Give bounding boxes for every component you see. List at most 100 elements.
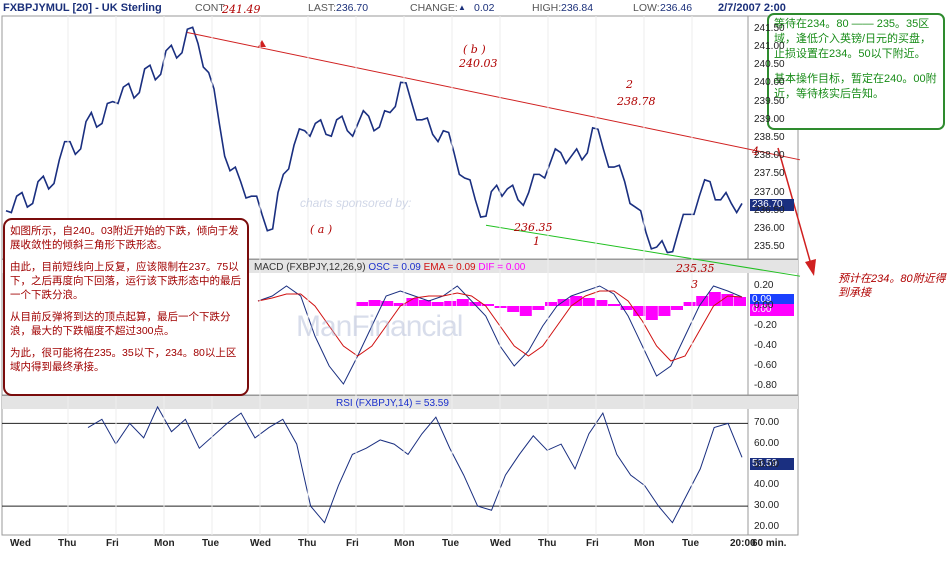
macd-ema: EMA = 0.09 — [423, 262, 476, 273]
macd-title: MACD (FXBPJY,12,26,9) OSC = 0.09 EMA = 0… — [254, 262, 525, 273]
macd-histogram-bar — [469, 302, 482, 306]
price-y-tick: 240.00 — [754, 77, 785, 89]
rsi-last-tag: 53.59 — [750, 458, 794, 470]
macd-histogram-bar — [570, 296, 583, 306]
rsi-y-tick: 50.00 — [754, 458, 780, 470]
macd-histogram-bar — [658, 306, 671, 316]
macd-y-tick: -0.80 — [754, 380, 777, 391]
price-y-tick: 238.50 — [754, 132, 785, 143]
strategy-note-right: 等待在234。80 —— 235。35区域，逢低介入英镑/日元的买盘，止损设置在… — [767, 13, 945, 130]
x-axis-tick: Wed — [490, 538, 511, 549]
wave-4-label: 4 — [752, 145, 759, 158]
wave-1-value: 236.35 — [514, 221, 553, 234]
signal-last-tag: 0.00 — [750, 304, 794, 316]
high-value: 236.84 — [561, 2, 594, 14]
rsi-y-tick: 30.00 — [754, 500, 780, 512]
macd-histogram-bar — [721, 294, 734, 306]
price-panel-frame — [1, 15, 799, 260]
macd-histogram-bar — [393, 303, 406, 306]
x-axis-tick: Wed — [250, 538, 271, 549]
x-axis-tick: Thu — [58, 538, 77, 549]
macd-osc: OSC = 0.09 — [368, 262, 421, 273]
x-axis-tick: Mon — [394, 538, 415, 549]
price-line — [5, 26, 743, 254]
chart-header: FXBPJYMUL [20] - UK Sterling CONT LAST: … — [0, 0, 800, 16]
macd-last-tag: 0.09 — [750, 294, 794, 306]
change-up-icon: ▲ — [458, 3, 466, 12]
macd-histogram-bar — [419, 300, 431, 306]
price-y-tick: 240.50 — [754, 59, 785, 71]
wave-b-value: 240.03 — [459, 57, 498, 70]
price-y-tick: 237.50 — [754, 168, 785, 180]
macd-histogram-bar — [456, 299, 469, 306]
rsi-line — [87, 405, 743, 524]
rsi-y-tick: 40.00 — [754, 479, 780, 491]
x-axis-tick: 20:00 — [730, 538, 756, 549]
x-axis-tick: Thu — [538, 538, 557, 549]
macd-histogram-bar — [708, 292, 721, 306]
price-y-tick: 239.00 — [754, 113, 785, 125]
change-value: 0.02 — [474, 2, 495, 14]
peak-marker — [258, 40, 266, 47]
cont-label: CONT — [195, 2, 225, 14]
macd-histogram-bar — [595, 300, 608, 306]
price-y-tick: 241.50 — [754, 22, 785, 34]
note-paragraph: 为此，很可能将在235。35以下，234。80以上区域内得到最终承接。 — [10, 347, 237, 373]
macd-histogram-bar — [406, 298, 419, 306]
price-y-tick: 239.50 — [754, 95, 785, 107]
wave-a-label: ( a ) — [310, 223, 333, 236]
strategy-paragraph: 等待在234。80 —— 235。35区域，逢低介入英镑/日元的买盘，止损设置在… — [774, 18, 932, 60]
x-axis-tick: Fri — [346, 538, 359, 549]
x-axis-tick: Tue — [442, 538, 460, 549]
wave-3-value: 235.35 — [676, 262, 715, 275]
price-y-tick: 237.00 — [754, 186, 785, 198]
rsi-title-bar — [2, 396, 798, 409]
low-label: LOW: — [633, 2, 660, 14]
note-paragraph: 从目前反弹将到达的顶点起算，最后一个下跌分浪，最大的下跌幅度不超过300点。 — [10, 311, 231, 337]
wave-2-value: 238.78 — [617, 95, 656, 108]
macd-dif: DIF = 0.00 — [478, 262, 526, 273]
macd-histogram-bar — [582, 298, 595, 306]
note-paragraph: 由此，目前短线向上反复，应该限制在237。75以下，之后再度向下回落，运行该下跌… — [10, 261, 241, 301]
macd-histogram-bar — [734, 297, 746, 306]
macd-histogram-bar — [381, 301, 394, 306]
x-axis-tick: Tue — [202, 538, 220, 549]
x-axis-tick: Wed — [10, 538, 31, 549]
macd-histogram-bar — [671, 306, 683, 310]
peak-label: 241.49 — [222, 3, 261, 16]
macd-histogram-bar — [444, 301, 457, 306]
x-axis-tick: Thu — [298, 538, 317, 549]
macd-histogram-bar — [507, 306, 520, 312]
macd-y-tick: -0.40 — [754, 340, 777, 351]
price-last-tag: 236.70 — [750, 199, 794, 211]
macd-histogram-bar — [431, 302, 444, 306]
macd-histogram-bar — [368, 300, 381, 306]
price-y-tick: 235.50 — [754, 241, 785, 253]
macd-histogram-bar — [683, 302, 696, 306]
x-axis-tick: Fri — [586, 538, 599, 549]
macd-histogram-bar — [557, 299, 570, 306]
forecast-arrowhead — [805, 259, 816, 276]
wave-2-label: 2 — [626, 78, 633, 91]
x-axis-tick: Tue — [682, 538, 700, 549]
macd-histogram-bar — [620, 306, 633, 310]
resistance-trendline — [187, 32, 801, 161]
macd-histogram-bar — [519, 306, 532, 316]
change-label: CHANGE: — [410, 2, 458, 14]
strategy-paragraph: 基本操作目标，暂定在240。00附近，等待核实后告知。 — [774, 73, 937, 100]
price-y-tick: 236.50 — [754, 204, 785, 216]
macd-y-tick: 0.00 — [754, 300, 774, 311]
wave-3-label: 3 — [691, 278, 698, 291]
sponsor-text: charts sponsored by: — [300, 196, 412, 210]
rsi-y-tick: 20.00 — [754, 520, 780, 532]
macd-y-tick: -0.20 — [754, 320, 777, 331]
macd-histogram-bar — [545, 302, 557, 306]
price-y-tick: 238.00 — [754, 150, 785, 162]
rsi-panel-frame — [1, 395, 799, 536]
macd-histogram-bar — [696, 296, 709, 306]
note-paragraph: 如图所示，自240。03附近开始的下跌，倾向于发展收敛性的倾斜三角形下跌形态。 — [10, 225, 239, 251]
last-label: LAST: — [308, 2, 337, 14]
analysis-note-left: 如图所示，自240。03附近开始的下跌，倾向于发展收敛性的倾斜三角形下跌形态。 … — [3, 218, 249, 396]
macd-histogram-bar — [494, 306, 507, 308]
macd-histogram-bar — [356, 302, 368, 306]
